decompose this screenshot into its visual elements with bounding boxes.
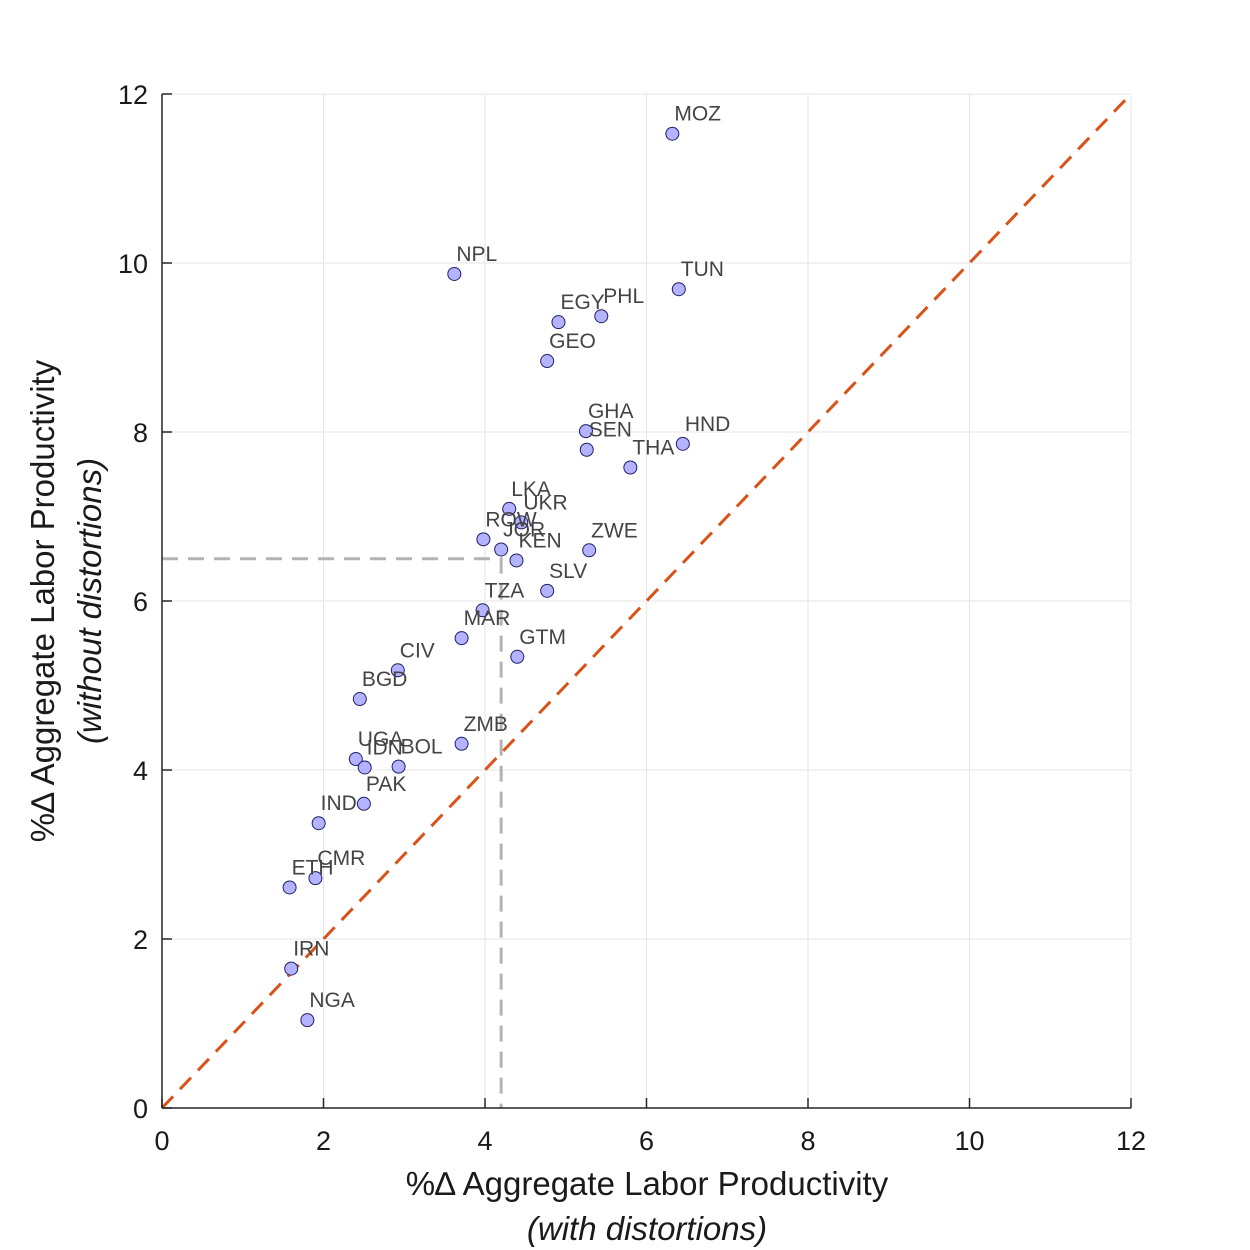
axes: 0 2 4 6 8 10 12 0 2 4 6 8 10 12 xyxy=(118,80,1146,1156)
point-label-tun: TUN xyxy=(681,258,724,281)
x-tick-label: 8 xyxy=(800,1126,815,1156)
data-point-hnd xyxy=(675,436,690,451)
y-axis-subtitle: (without distortions) xyxy=(71,458,108,744)
data-point-irn xyxy=(284,961,299,976)
data-point-row xyxy=(476,532,491,547)
data-point-moz xyxy=(665,126,680,141)
point-label-gha: GHA xyxy=(588,400,634,423)
point-label-irn: IRN xyxy=(293,938,329,961)
data-point-idn xyxy=(357,760,372,775)
point-label-ind: IND xyxy=(321,792,357,815)
guide-line xyxy=(162,557,503,1108)
data-point-slv xyxy=(540,583,555,598)
data-point-nga xyxy=(300,1013,315,1028)
point-label-cmr: CMR xyxy=(317,847,365,870)
x-tick-label: 4 xyxy=(477,1126,492,1156)
data-point-cmr xyxy=(308,871,323,886)
data-point-zmb xyxy=(454,736,469,751)
data-point-gtm xyxy=(510,649,525,664)
point-label-civ: CIV xyxy=(400,639,435,662)
point-label-hnd: HND xyxy=(685,413,731,436)
point-label-eth: ETH xyxy=(292,856,334,879)
point-label-npl: NPL xyxy=(456,243,497,266)
point-label-idn: IDN xyxy=(367,736,403,759)
data-point-ken xyxy=(509,553,524,568)
point-label-slv: SLV xyxy=(549,560,587,583)
point-label-phl: PHL xyxy=(603,285,644,308)
data-point-bgd xyxy=(352,692,367,707)
x-axis-title: %∆ Aggregate Labor Productivity xyxy=(406,1165,889,1202)
x-tick-label: 12 xyxy=(1116,1126,1146,1156)
data-point-zwe xyxy=(582,543,597,558)
data-point-uga xyxy=(348,752,363,767)
data-points xyxy=(282,126,690,1028)
point-label-moz: MOZ xyxy=(674,103,721,126)
y-tick-label: 0 xyxy=(133,1094,148,1124)
data-point-geo xyxy=(540,354,555,369)
x-tick-label: 2 xyxy=(316,1126,331,1156)
data-point-jor xyxy=(494,542,509,557)
y-tick-label: 8 xyxy=(133,418,148,448)
x-tick-label: 0 xyxy=(154,1126,169,1156)
point-label-sen: SEN xyxy=(589,419,632,442)
point-label-bol: BOL xyxy=(401,736,443,759)
point-label-uga: UGA xyxy=(358,728,404,751)
point-label-egy: EGY xyxy=(560,291,604,314)
data-point-sen xyxy=(579,442,594,457)
y-tick-label: 6 xyxy=(133,587,148,617)
y-tick-label: 2 xyxy=(133,925,148,955)
point-label-geo: GEO xyxy=(549,330,596,353)
x-tick-label: 6 xyxy=(639,1126,654,1156)
point-label-mar: MAR xyxy=(464,607,511,630)
data-point-pak xyxy=(356,796,371,811)
guide-lines xyxy=(162,557,503,1108)
data-point-ukr xyxy=(514,515,529,530)
point-label-zwe: ZWE xyxy=(591,519,638,542)
point-label-tha: THA xyxy=(632,436,674,459)
point-label-gtm: GTM xyxy=(519,626,566,649)
data-point-bol xyxy=(391,759,406,774)
point-label-pak: PAK xyxy=(366,773,406,796)
y-tick-label: 12 xyxy=(118,80,148,110)
y-tick-label: 10 xyxy=(118,249,148,279)
point-label-jor: JOR xyxy=(503,518,545,541)
data-point-gha xyxy=(578,424,593,439)
point-label-ukr: UKR xyxy=(523,491,567,514)
data-point-npl xyxy=(447,266,462,281)
point-label-nga: NGA xyxy=(309,989,355,1012)
point-label-bgd: BGD xyxy=(362,668,408,691)
y-axis-title: %∆ Aggregate Labor Productivity xyxy=(24,359,61,842)
grid xyxy=(161,93,1132,1109)
data-point-tza xyxy=(475,603,490,618)
data-point-tha xyxy=(623,460,638,475)
point-label-lka: LKA xyxy=(511,478,551,501)
point-label-ken: KEN xyxy=(518,529,561,552)
data-point-tun xyxy=(671,282,686,297)
y-tick-label: 4 xyxy=(133,756,148,786)
data-point-egy xyxy=(551,315,566,330)
data-point-eth xyxy=(282,880,297,895)
data-point-lka xyxy=(502,501,517,516)
point-label-row: ROW xyxy=(485,508,537,531)
data-point-mar xyxy=(454,631,469,646)
x-tick-label: 10 xyxy=(954,1126,984,1156)
x-axis-subtitle: (with distortions) xyxy=(527,1210,767,1247)
data-point-phl xyxy=(594,309,609,324)
data-point-civ xyxy=(390,663,405,678)
point-label-zmb: ZMB xyxy=(464,713,508,736)
data-point-ind xyxy=(311,816,326,831)
point-label-tza: TZA xyxy=(485,579,525,602)
